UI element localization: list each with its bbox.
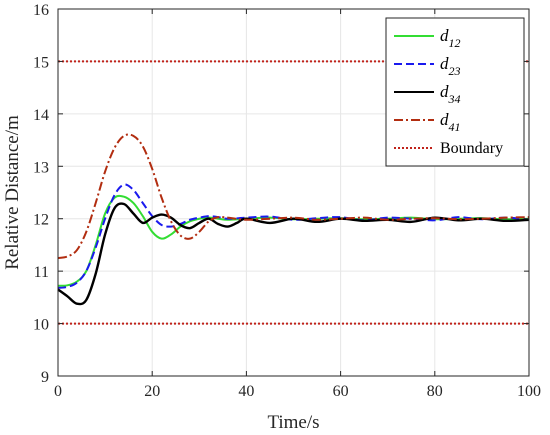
ticks: 0 20 40 60 80 100 9 10 11 12 13 14 15 16 [33,2,541,400]
x-tick-label: 40 [238,383,254,400]
y-tick-label: 12 [33,212,49,229]
y-tick-label: 13 [33,159,49,176]
y-tick-label: 9 [41,369,49,386]
x-tick-label: 60 [333,383,349,400]
x-axis-label: Time/s [267,412,319,433]
legend-label-main: d [440,54,449,73]
legend-label-main: d [440,26,449,45]
y-tick-label: 15 [33,54,49,71]
legend-label-main: d [440,82,449,101]
x-tick-label: 20 [144,383,160,400]
legend-label-subscript: 41 [449,120,461,134]
y-axis-label: Relative Distance/m [2,115,23,270]
x-tick-label: 80 [427,383,443,400]
series-line-d34 [57,202,530,306]
legend-label: d34 [440,82,461,106]
series-line-d41 [57,133,530,260]
x-tick-label: 0 [54,383,62,400]
y-tick-label: 11 [34,264,49,281]
legend-label-subscript: 23 [449,64,461,78]
legend-label: d41 [440,110,461,134]
y-tick-label: 16 [33,2,49,19]
y-tick-label: 10 [33,317,49,334]
x-tick-label: 100 [517,383,541,400]
legend-label: d12 [440,26,461,50]
legend-label: d23 [440,54,461,78]
legend-label: Boundary [440,140,503,157]
legend-label-subscript: 12 [449,36,461,50]
y-tick-label: 14 [33,107,49,124]
legend-label-subscript: 34 [448,92,461,106]
axes-box [57,8,530,377]
legend-label-main: d [440,110,449,129]
